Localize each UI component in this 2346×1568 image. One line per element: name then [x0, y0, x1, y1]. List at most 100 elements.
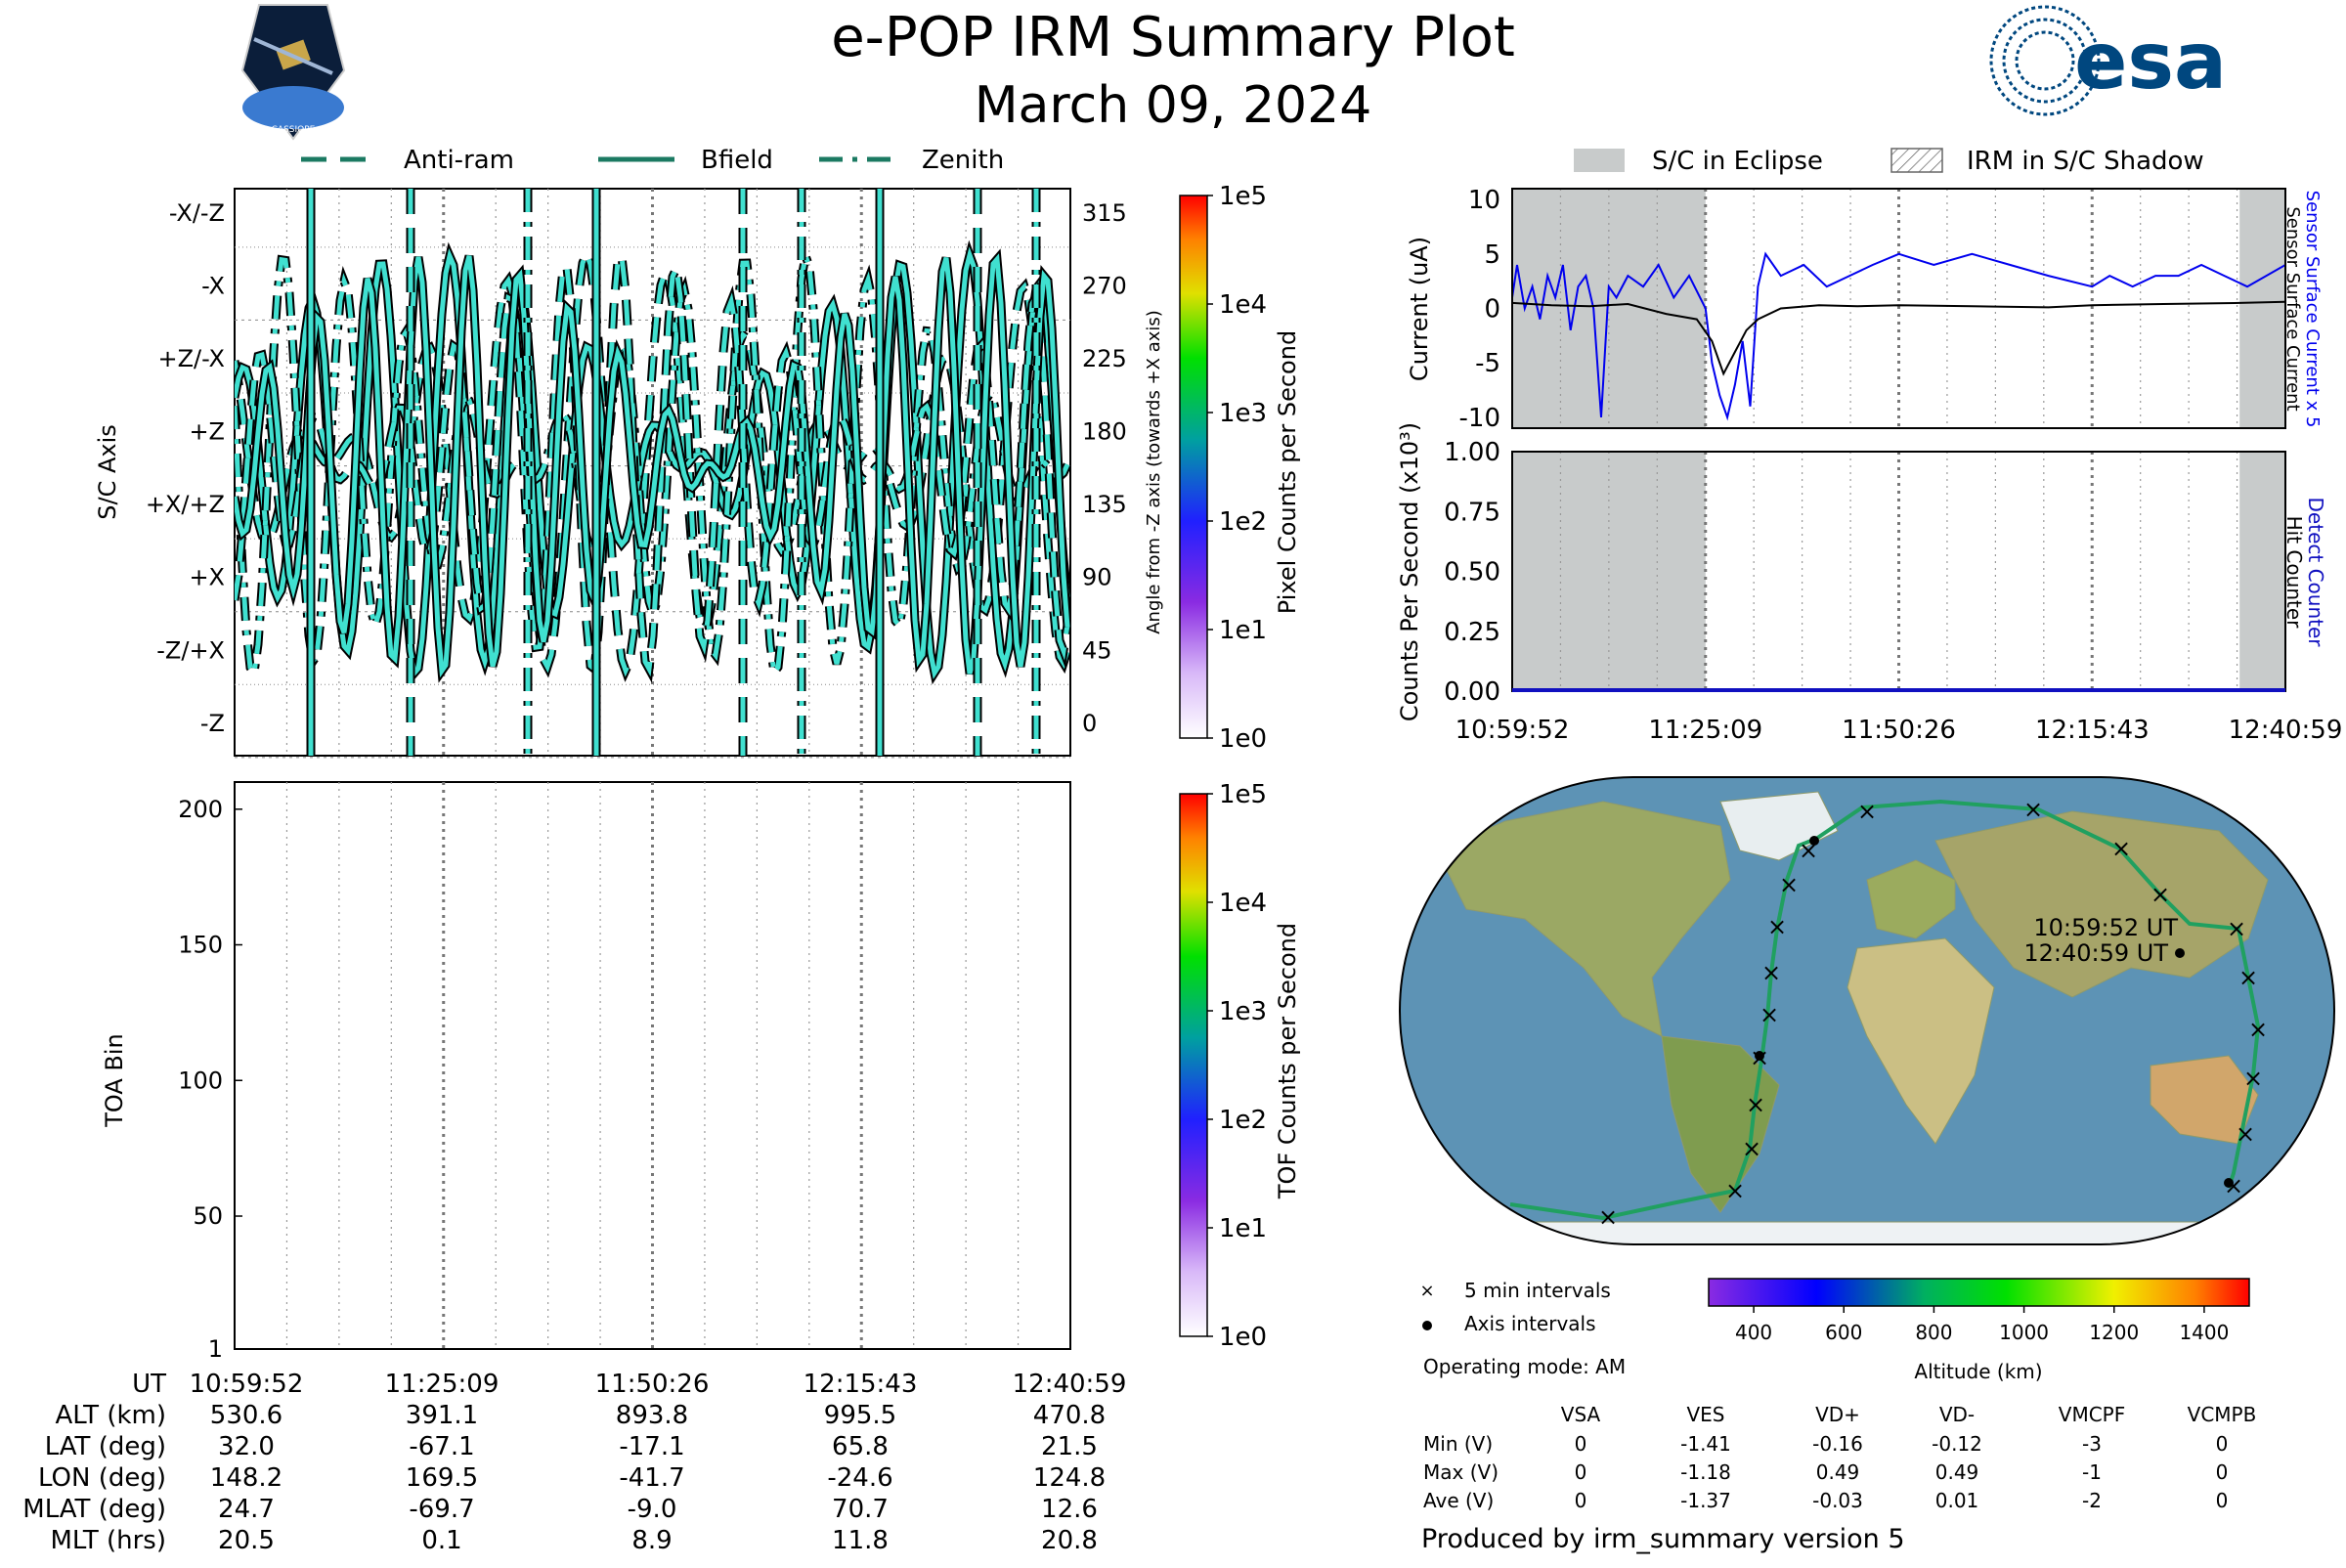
- counts-xtick: 11:25:09: [1648, 716, 1762, 745]
- map-end-label: 12:40:59 UT: [2023, 939, 2168, 967]
- voltage-column-header: VSA: [1561, 1403, 1601, 1426]
- esa-logo: esa: [1989, 5, 2227, 116]
- summary-cell: 995.5: [824, 1401, 896, 1430]
- colorbar-tick: 1e5: [1219, 182, 1267, 211]
- altitude-colorbar: [1708, 1278, 2250, 1307]
- voltage-cell: 0: [2216, 1432, 2229, 1456]
- colorbar-gradient: [1179, 793, 1208, 1337]
- colorbar-gradient: [1179, 195, 1208, 739]
- altitude-tick: 600: [1825, 1321, 1862, 1344]
- axis-interval-marker: [2224, 1178, 2234, 1188]
- altitude-tick: 1200: [2089, 1321, 2139, 1344]
- sc-axis-angle-tick: 135: [1082, 491, 1127, 518]
- voltage-cell: 0.01: [1935, 1489, 1979, 1512]
- current-series: [1512, 251, 2285, 421]
- summary-time: 11:25:09: [385, 1370, 500, 1399]
- voltage-cell: 0: [2216, 1489, 2229, 1512]
- page-date: March 09, 2024: [975, 76, 1372, 135]
- current-ytick: 0: [1484, 295, 1500, 325]
- five-min-marker: ×: [2150, 881, 2170, 908]
- sc-axis-ytick: +X/+Z: [146, 491, 225, 518]
- counts-ytick: 0.00: [1444, 677, 1500, 707]
- five-min-marker: ×: [1767, 913, 1787, 940]
- colorbar-tick: 1e0: [1219, 1323, 1267, 1352]
- pixel-colorbar-label: Pixel Counts per Second: [1274, 330, 1301, 614]
- counts-xticks: 10:59:52 11:25:09 11:50:26 12:15:43 12:40:59: [1455, 716, 2343, 745]
- current-ylabel: Current (uA): [1406, 237, 1433, 381]
- colorbar-tick: 1e0: [1219, 724, 1267, 754]
- toa-grid: [285, 782, 1020, 1349]
- operating-mode: Operating mode: AM: [1423, 1355, 1626, 1378]
- five-min-marker: ×: [1857, 798, 1877, 825]
- five-min-marker: ×: [2243, 1065, 2263, 1092]
- legend-label: Anti-ram: [404, 146, 514, 175]
- sc-axis-angle-tick: 0: [1082, 710, 1097, 737]
- shadow-swatch: [1890, 148, 1943, 173]
- current-series-line: [1512, 300, 2285, 376]
- current-plot-area: [1511, 188, 2286, 429]
- summary-cell: 70.7: [832, 1495, 889, 1524]
- five-min-marker: ×: [2023, 796, 2043, 823]
- counts-xtick: 12:15:43: [2035, 716, 2150, 745]
- legend-label: Bfield: [701, 146, 773, 175]
- colorbar-tick: 1e5: [1219, 780, 1267, 809]
- sc-axis-legend: Anti-ram Bfield Zenith: [301, 146, 1004, 175]
- sc-axis-ytick: -X: [201, 272, 225, 299]
- five-min-marker: ×: [2227, 915, 2246, 942]
- current-legend: S/C in Eclipse IRM in S/C Shadow: [1574, 147, 2204, 176]
- voltage-cell: -1.41: [1680, 1432, 1731, 1456]
- summary-time: 12:15:43: [804, 1370, 918, 1399]
- voltage-cell: 0.49: [1935, 1460, 1979, 1484]
- altitude-tick: 400: [1735, 1321, 1772, 1344]
- altitude-tick: 1000: [1999, 1321, 2049, 1344]
- summary-cell: 20.8: [1041, 1526, 1098, 1555]
- summary-cell: -17.1: [619, 1432, 684, 1461]
- voltage-cell: -1: [2082, 1460, 2102, 1484]
- current-eclipse-shading: [1512, 189, 2285, 428]
- current-ytick: 10: [1468, 186, 1500, 215]
- track-5min-markers: ××××××××××××××××××××: [1598, 796, 2268, 1231]
- eclipse-swatch: [1574, 149, 1625, 172]
- summary-cell: 65.8: [832, 1432, 889, 1461]
- counts-ytick: 0.50: [1444, 558, 1500, 588]
- voltage-cell: 0: [1575, 1432, 1587, 1456]
- cassiope-logo-text: CASSIOPE: [272, 125, 316, 135]
- colorbar-tick: 1e3: [1219, 399, 1267, 428]
- sc-axis-angle-tick: 225: [1082, 345, 1127, 372]
- toa-ylabel: TOA Bin: [101, 1033, 128, 1128]
- current-right-label-black: Sensor Surface Current: [2282, 206, 2303, 411]
- altitude-label: Altitude (km): [1914, 1360, 2042, 1383]
- counts-ytick: 0.25: [1444, 618, 1500, 647]
- counts-xtick: 10:59:52: [1455, 716, 1570, 745]
- five-min-legend: 5 min intervals: [1464, 1279, 1611, 1302]
- current-ytick: 5: [1484, 240, 1500, 270]
- five-min-marker: ×: [1598, 1203, 1618, 1231]
- sc-axis-y2label: Angle from -Z axis (towards +X axis): [1144, 310, 1164, 634]
- eclipse-band: [2239, 452, 2285, 691]
- voltage-cell: -0.16: [1812, 1432, 1863, 1456]
- sc-curve: [235, 249, 1070, 677]
- sc-axis-ytick: +Z/-X: [157, 345, 225, 372]
- legend-label: IRM in S/C Shadow: [1967, 147, 2204, 176]
- summary-ut-label: UT: [132, 1370, 166, 1399]
- sc-axis-angle-tick: 180: [1082, 418, 1127, 446]
- sc-axis-angle-tick: 90: [1082, 564, 1112, 591]
- voltage-column-header: VES: [1686, 1403, 1724, 1426]
- five-min-marker: ×: [2238, 964, 2258, 991]
- summary-cell: 148.2: [210, 1463, 282, 1493]
- sc-axis-ytick: +Z: [189, 418, 225, 446]
- sc-axis-angle-tick: 270: [1082, 272, 1127, 299]
- cassiope-logo: CASSIOPE: [240, 4, 346, 141]
- five-min-marker-icon: ×: [1419, 1281, 1434, 1301]
- summary-cell: 24.7: [218, 1495, 275, 1524]
- summary-cell: -9.0: [628, 1495, 677, 1524]
- sc-axis-ytick: -X/-Z: [169, 199, 225, 227]
- summary-cell: 20.5: [218, 1526, 275, 1555]
- voltage-cell: -0.12: [1932, 1432, 1982, 1456]
- five-min-marker: ×: [2111, 835, 2131, 862]
- footer-text: Produced by irm_summary version 5: [1421, 1524, 1905, 1554]
- five-min-marker: ×: [2248, 1016, 2268, 1043]
- colorbar-tick: 1e1: [1219, 1214, 1267, 1243]
- counts-xtick: 11:50:26: [1842, 716, 1956, 745]
- summary-cell: 391.1: [406, 1401, 478, 1430]
